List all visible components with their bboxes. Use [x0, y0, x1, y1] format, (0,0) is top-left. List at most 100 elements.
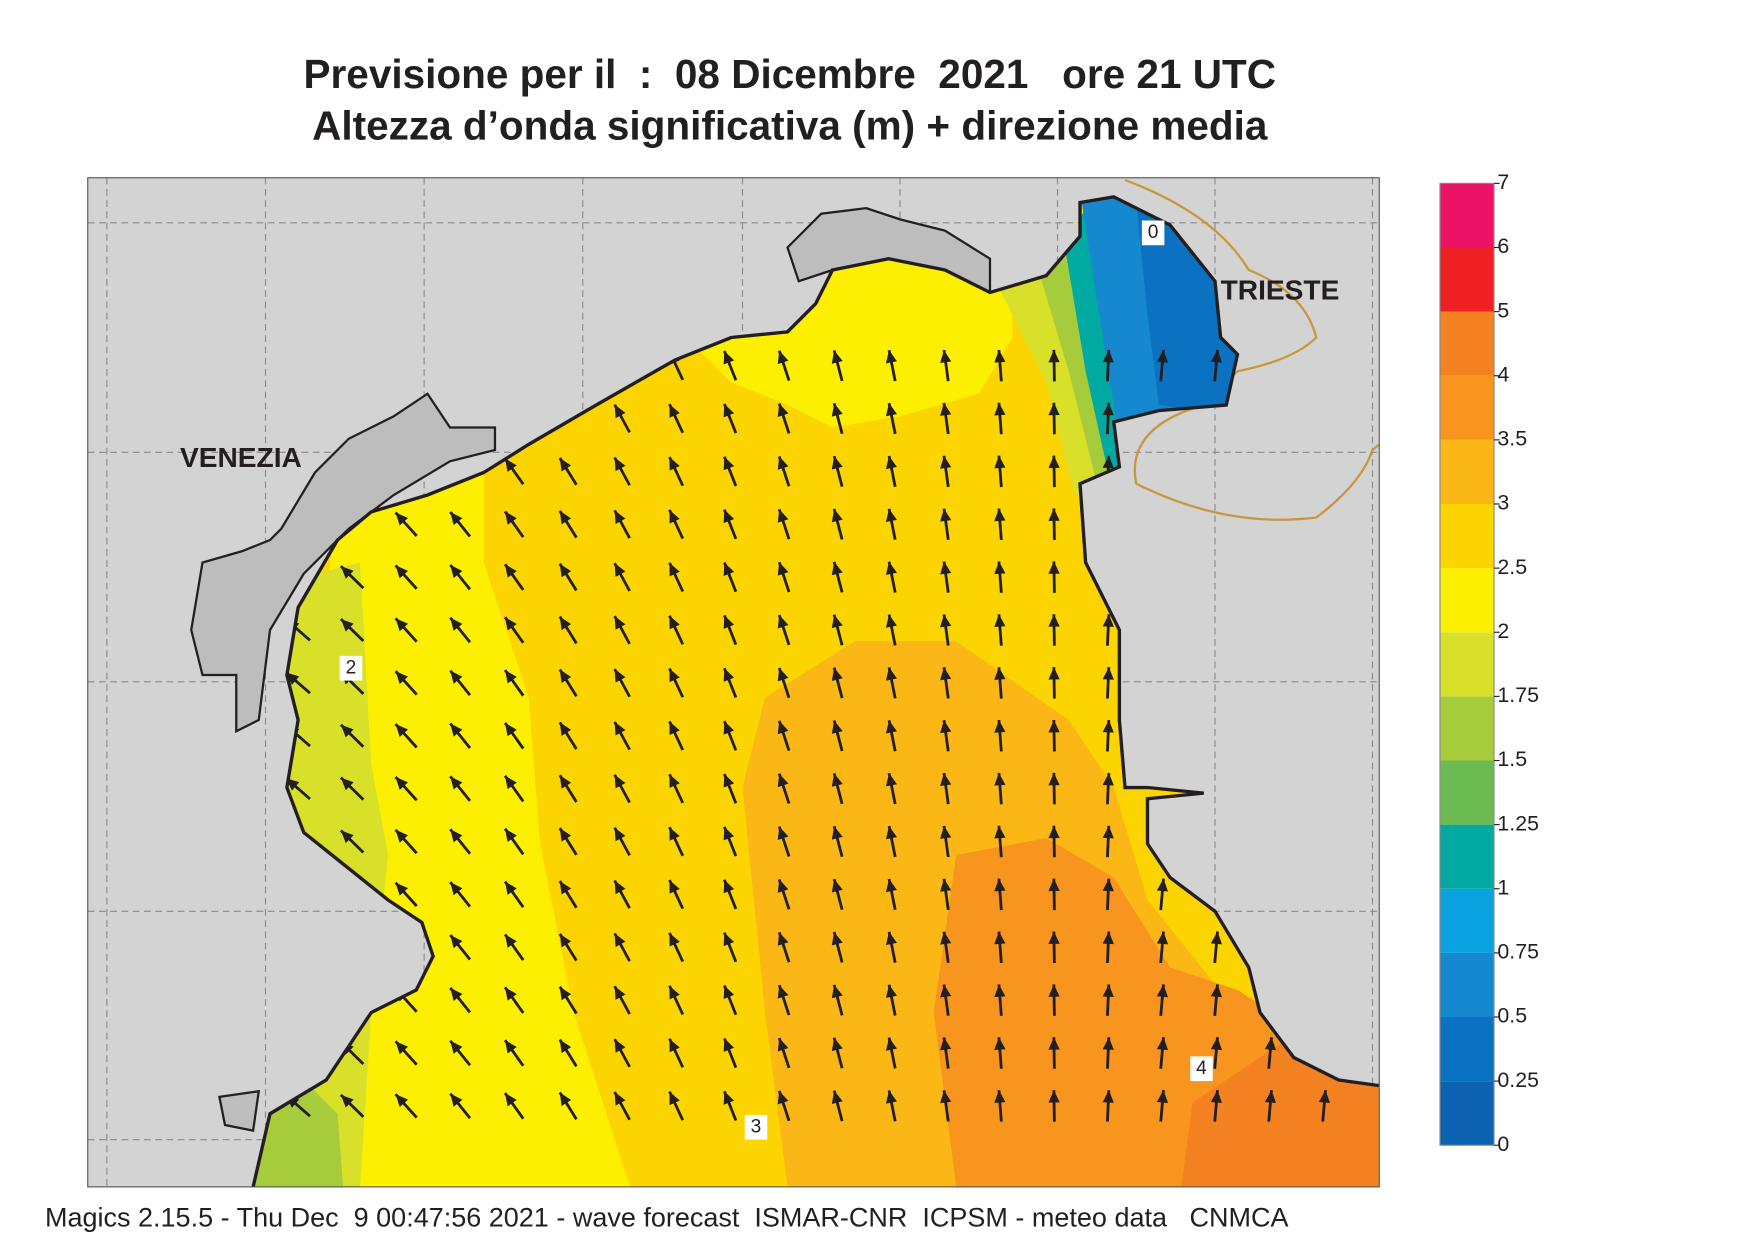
- arrow-head: [1048, 614, 1060, 627]
- arrow-head: [994, 984, 1006, 998]
- colorbar-band: [1440, 1081, 1494, 1146]
- arrow-head: [723, 985, 735, 1000]
- arrow-head: [994, 402, 1006, 416]
- arrow-head: [669, 932, 680, 947]
- arrow-head: [669, 1038, 680, 1053]
- arrow-head: [1102, 455, 1114, 469]
- arrow-head: [614, 1039, 626, 1053]
- arrow-head: [777, 773, 789, 788]
- arrow-head: [1048, 508, 1060, 521]
- arrow-head: [831, 456, 843, 470]
- lagoon-islands: [190, 392, 497, 734]
- arrow-head: [885, 350, 897, 364]
- arrow-head: [994, 614, 1006, 628]
- arrow-head: [559, 1039, 572, 1054]
- arrow-head: [723, 350, 735, 365]
- arrow-head: [777, 456, 789, 470]
- coastline: [251, 195, 1380, 1187]
- arrow-head: [614, 827, 626, 842]
- colorbar: 0 0.25 0.5 0.75 1 1.25 1.5 1.75 2 2.5 3 3.5 4 5 6 7: [1439, 170, 1539, 1156]
- arrow-head: [559, 722, 572, 736]
- arrow-head: [1264, 1037, 1277, 1051]
- arrow-head: [994, 878, 1006, 892]
- arrow-head: [777, 932, 789, 946]
- arrow-head: [340, 1094, 354, 1108]
- arrow-head: [723, 562, 735, 577]
- place-label: VENEZIA: [180, 442, 302, 473]
- colorbar-tick-label: 0.75: [1497, 940, 1539, 964]
- arrow-head: [559, 775, 572, 789]
- arrow-head: [559, 986, 572, 1001]
- arrow-head: [614, 457, 626, 472]
- colorbar-tick-label: 3: [1497, 491, 1509, 515]
- grado-lagoon: [786, 206, 992, 295]
- colorbar-tick-label: 0: [1497, 1132, 1509, 1156]
- arrow-head: [1210, 984, 1223, 998]
- arrow-head: [831, 509, 843, 523]
- arrow-head: [340, 830, 354, 844]
- po-delta: [218, 1089, 261, 1132]
- colorbar-tick-label: 7: [1497, 170, 1509, 194]
- arrow-head: [1102, 984, 1114, 997]
- arrow-head: [505, 1093, 517, 1107]
- arrow-head: [505, 458, 517, 472]
- contour-label: 2: [346, 657, 357, 678]
- arrow-head: [1318, 1090, 1331, 1104]
- arrow-head: [723, 721, 735, 735]
- arrow-head: [940, 508, 952, 522]
- arrow-head: [885, 667, 897, 681]
- arrow-head: [940, 402, 952, 416]
- colorbar-tick-label: 0.25: [1497, 1068, 1539, 1092]
- arrow-head: [1048, 349, 1060, 363]
- contour-label: 3: [751, 1116, 762, 1137]
- arrow-head: [505, 987, 517, 1001]
- arrow-head: [1048, 825, 1060, 839]
- arrow-head: [1156, 1090, 1169, 1104]
- colorbar-tick-label: 2.5: [1497, 555, 1527, 579]
- colorbar-band: [1440, 888, 1494, 953]
- arrow-head: [1048, 1090, 1060, 1103]
- contour-label: 4: [1196, 1058, 1207, 1079]
- arrow-head: [831, 667, 843, 682]
- map-labels: VENEZIA TRIESTE 2 3 4 0: [180, 220, 1340, 1140]
- arrow-head: [1102, 1037, 1114, 1050]
- arrow-head: [1048, 984, 1060, 997]
- arrow-head: [559, 669, 572, 683]
- arrow-head: [1048, 772, 1060, 786]
- arrow-head: [669, 562, 680, 577]
- arrow-head: [450, 829, 463, 843]
- arrow-head: [395, 829, 409, 843]
- arrow-head: [994, 455, 1006, 469]
- arrow-head: [395, 618, 409, 632]
- wave-direction-arrows: [285, 349, 1331, 1122]
- arrow-head: [559, 933, 572, 948]
- arrow-head: [1048, 720, 1060, 733]
- arrow-head: [831, 984, 843, 999]
- arrow-head: [614, 669, 626, 683]
- arrow-head: [340, 566, 354, 579]
- arrow-head: [1156, 349, 1169, 363]
- arrow-head: [450, 723, 463, 737]
- arrow-head: [777, 350, 789, 365]
- arrow-head: [505, 722, 517, 737]
- arrow-head: [831, 826, 843, 840]
- arrow-head: [994, 772, 1006, 786]
- colorbar-band: [1440, 568, 1494, 633]
- arrow-head: [505, 828, 517, 842]
- arrow-head: [940, 720, 952, 734]
- arrow-head: [831, 720, 843, 734]
- arrow-head: [614, 774, 626, 789]
- arrow-head: [1102, 772, 1114, 786]
- arrow-head: [940, 614, 952, 628]
- title-line-1: Previsione per il : 08 Dicembre 2021 ore…: [304, 51, 1276, 97]
- place-label: TRIESTE: [1221, 274, 1340, 305]
- arrow-head: [559, 880, 572, 895]
- arrow-head: [723, 456, 735, 471]
- arrow-head: [723, 403, 735, 418]
- colorbar-band: [1440, 760, 1494, 825]
- arrow-head: [994, 720, 1006, 733]
- arrow-head: [450, 617, 463, 631]
- arrow-head: [505, 511, 517, 525]
- arrow-head: [885, 773, 897, 787]
- arrow-head: [885, 878, 897, 893]
